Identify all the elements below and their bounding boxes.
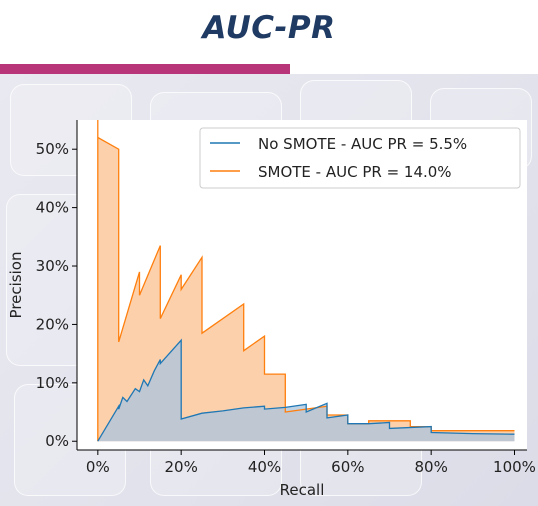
y-tick-label: 30% <box>36 257 69 275</box>
series-lines <box>97 120 515 442</box>
x-tick-label: 100% <box>493 458 536 476</box>
series-areas <box>97 120 515 442</box>
y-tick-label: 40% <box>36 199 69 217</box>
legend-box <box>199 127 521 189</box>
y-tick-label: 0% <box>45 432 69 450</box>
x-tick-label: 0% <box>86 458 110 476</box>
accent-bar <box>0 64 290 74</box>
area-no-smote <box>97 340 515 442</box>
area-smote <box>97 120 515 442</box>
slide-title: AUC-PR <box>202 10 336 46</box>
decor-panel <box>6 194 88 366</box>
plot-frame <box>76 120 527 451</box>
x-axis-ticks: 0% 20% 40% 60% 80% 100% <box>86 450 536 476</box>
x-tick-label: 60% <box>331 458 364 476</box>
x-tick-label: 20% <box>164 458 197 476</box>
legend-label-smote: SMOTE - AUC PR = 14.0% <box>258 163 452 181</box>
x-axis-title: Recall <box>280 481 325 499</box>
y-tick-label: 10% <box>36 374 69 392</box>
y-axis-ticks: 0% 10% 20% 30% 40% 50% <box>36 140 77 450</box>
line-no-smote <box>97 338 515 442</box>
y-axis-title: Precision <box>7 252 25 319</box>
line-smote <box>97 120 515 442</box>
legend: No SMOTE - AUC PR = 5.5% SMOTE - AUC PR … <box>199 127 521 189</box>
y-tick-label: 50% <box>36 140 69 158</box>
x-tick-label: 40% <box>248 458 281 476</box>
x-tick-label: 80% <box>414 458 447 476</box>
legend-label-no-smote: No SMOTE - AUC PR = 5.5% <box>258 135 467 153</box>
y-tick-label: 20% <box>36 315 69 333</box>
